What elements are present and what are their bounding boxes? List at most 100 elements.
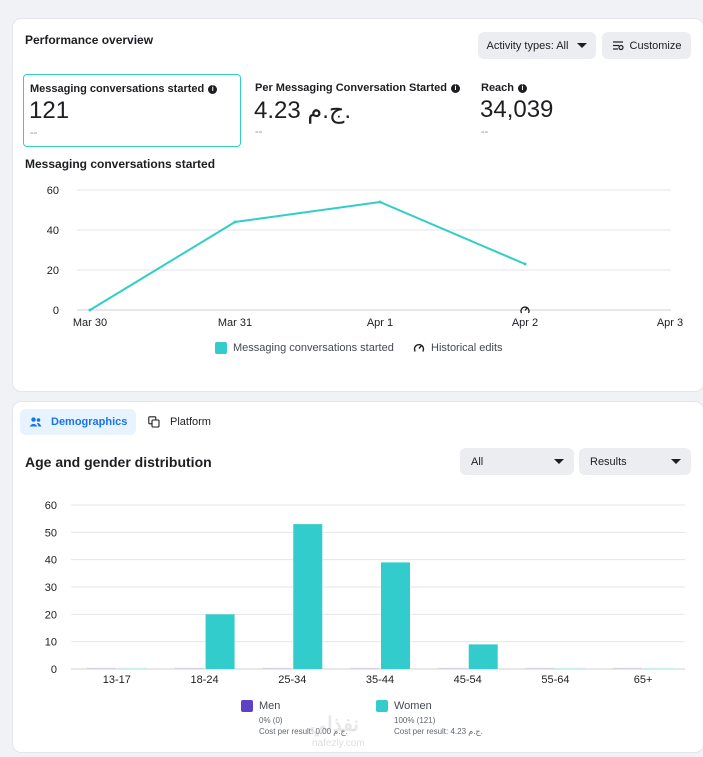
y-tick-label: 60 (45, 500, 57, 512)
metric-delta: -- (481, 126, 489, 138)
bar-men (525, 667, 555, 669)
line-chart-legend-series[interactable]: Messaging conversations started (215, 342, 394, 354)
y-tick-label: 60 (47, 185, 59, 197)
bar-men (262, 667, 292, 669)
x-tick-label: 65+ (634, 674, 653, 686)
customize-button[interactable]: Customize (602, 32, 691, 59)
x-tick-label: 13-17 (103, 674, 131, 686)
metric-delta: -- (30, 127, 38, 139)
bar-women (556, 667, 586, 669)
legend-share: 100% (121) (394, 716, 436, 725)
chevron-down-icon (554, 459, 564, 464)
data-point (233, 220, 237, 224)
line-chart-title: Messaging conversations started (25, 157, 216, 171)
legend-cost: Cost per result: 0.00 ج.م. (259, 727, 348, 736)
performance-title: Performance overview (25, 33, 154, 47)
y-tick-label: 40 (45, 555, 57, 567)
watermark: نفذلي (310, 714, 359, 736)
x-tick-label: Apr 1 (367, 317, 393, 329)
age-gender-title: Age and gender distribution (25, 454, 212, 470)
performance-overview-card: Performance overview Activity types: All… (13, 19, 703, 391)
legend-label: Historical edits (431, 342, 503, 354)
x-tick-label: 18-24 (191, 674, 219, 686)
line-chart-legend-edits[interactable]: Historical edits (413, 342, 503, 354)
bar-women (293, 524, 323, 669)
legend-swatch (215, 342, 227, 354)
filter-select-value: All (471, 456, 484, 468)
x-tick-label: 55-64 (541, 674, 569, 686)
legend-swatch (241, 700, 253, 712)
x-tick-label: Apr 3 (657, 317, 683, 329)
bar-women (644, 667, 674, 669)
customize-icon (612, 41, 624, 51)
line-chart: 0 20 40 60 Mar 30 Mar 31 Apr 1 Apr 2 Apr 3 (47, 185, 683, 329)
metric-label: Reach (481, 82, 515, 94)
data-point (523, 262, 527, 266)
bar-women (468, 644, 498, 669)
bar-women (381, 562, 410, 669)
y-tick-label: 0 (53, 305, 59, 317)
legend-cost: Cost per result: 4.23 ج.م. (394, 727, 483, 736)
legend-men[interactable]: Men 0% (0) Cost per result: 0.00 ج.م. (241, 700, 348, 737)
tab-label: Demographics (51, 416, 128, 428)
metric-value: 34,039 (480, 96, 554, 123)
metric-select-value: Results (590, 456, 627, 468)
y-tick-label: 20 (45, 609, 57, 621)
marker-arc (520, 306, 530, 314)
x-tick-label: Mar 30 (73, 317, 107, 329)
series-line (89, 200, 526, 311)
y-tick-label: 10 (45, 637, 57, 649)
metric-value: 4.23 ج.م. (254, 97, 352, 124)
y-tick-label: 30 (45, 582, 57, 594)
legend-swatch (376, 700, 388, 712)
chevron-down-icon (671, 459, 681, 464)
y-tick-label: 40 (47, 225, 59, 237)
metric-card-conversations[interactable]: Messaging conversations started i 121 -- (23, 74, 241, 147)
data-point (88, 308, 92, 312)
y-tick-label: 50 (45, 527, 57, 539)
info-icon[interactable]: i (208, 84, 218, 94)
legend-label: Women (394, 700, 432, 712)
bar-men (437, 667, 467, 669)
bar-chart: 0 10 20 30 40 50 60 13-17 18-24 25-34 35-44 45-54 55… (45, 500, 685, 686)
activity-types-label: Activity types: All (486, 39, 569, 52)
legend-share: 0% (0) (259, 716, 283, 725)
bar-men (174, 667, 204, 669)
legend-label: Men (259, 700, 281, 712)
x-tick-label: Mar 31 (218, 317, 252, 329)
bar-women (205, 614, 235, 669)
bar-women (117, 667, 147, 669)
historical-edit-marker (520, 306, 530, 314)
metric-select[interactable]: Results (579, 448, 691, 475)
tab-label: Platform (170, 416, 211, 428)
activity-types-dropdown[interactable]: Activity types: All (478, 32, 596, 59)
data-point (378, 200, 382, 204)
metric-value: 121 (29, 97, 70, 124)
legend-women[interactable]: Women 100% (121) Cost per result: 4.23 ج… (376, 700, 483, 737)
bar-men (350, 667, 379, 669)
tab-demographics[interactable]: Demographics (20, 409, 137, 435)
y-tick-label: 0 (51, 664, 57, 676)
metric-label: Messaging conversations started (30, 83, 205, 95)
people-icon (29, 417, 42, 427)
legend-label: Messaging conversations started (233, 342, 394, 354)
info-icon[interactable]: i (450, 83, 460, 93)
tab-platform[interactable]: Platform (139, 409, 220, 435)
customize-label: Customize (629, 39, 682, 52)
metric-delta: -- (255, 126, 263, 138)
metric-label: Per Messaging Conversation Started (255, 82, 447, 94)
demographics-card: Demographics Platform Age and gender dis… (13, 402, 703, 752)
marker-needle (524, 307, 528, 311)
y-tick-label: 20 (47, 265, 59, 277)
metric-card-cost-per-conversation[interactable]: Per Messaging Conversation Started i 4.23… (249, 74, 467, 147)
info-icon[interactable]: i (518, 83, 528, 93)
chevron-down-icon (577, 43, 588, 48)
watermark-sub: nafezly.com (312, 738, 365, 749)
x-tick-label: 45-54 (454, 674, 482, 686)
bar-men (613, 667, 643, 669)
metric-card-reach[interactable]: Reach i 34,039 -- (475, 74, 693, 147)
filter-select[interactable]: All (460, 448, 574, 475)
x-tick-label: Apr 2 (512, 317, 538, 329)
bar-men (86, 667, 116, 669)
platform-icon (148, 416, 160, 428)
